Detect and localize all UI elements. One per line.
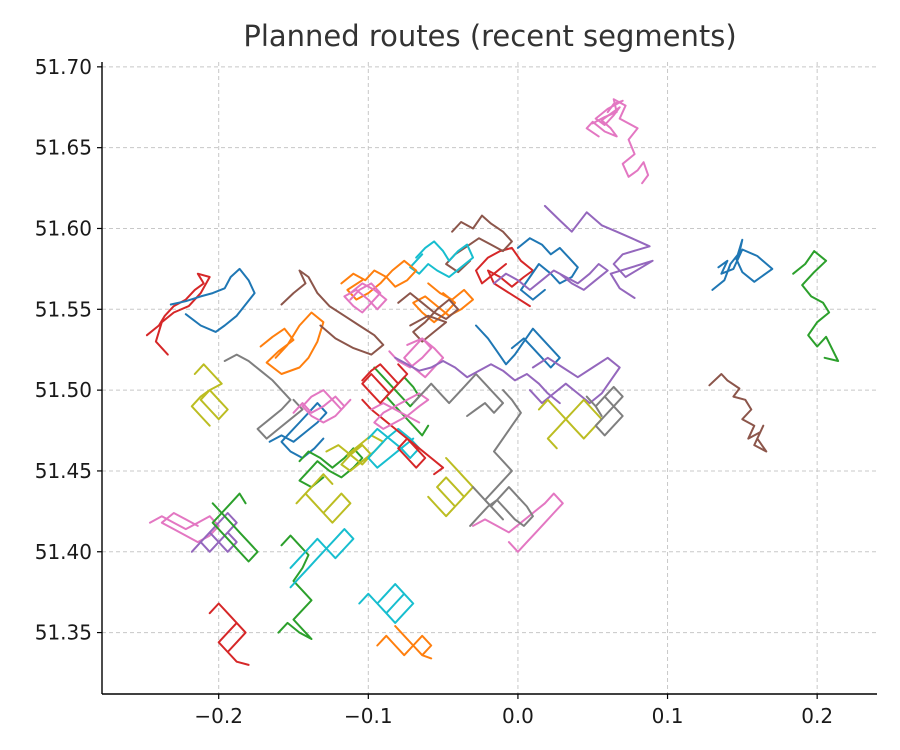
route-line-41: [469, 486, 534, 527]
route-line-24: [190, 363, 229, 427]
route-line-46: [289, 528, 355, 589]
y-tick-label: 51.60: [35, 216, 92, 240]
route-line-9: [259, 311, 325, 375]
route-line-1: [591, 98, 650, 185]
routes: [145, 98, 840, 666]
route-line-20: [388, 337, 445, 379]
route-line-11: [475, 246, 534, 308]
route-line-7: [145, 272, 211, 356]
route-line-15: [493, 263, 609, 291]
axes: −0.2 −0.1 0.0 0.1 0.2 51.35 51.40 51.45 51.50 51.…: [35, 55, 877, 728]
route-line-38: [585, 385, 624, 437]
route-line-40: [472, 492, 564, 553]
y-tick-label: 51.55: [35, 297, 92, 321]
route-line-36: [484, 389, 522, 521]
route-line-16: [340, 259, 418, 301]
route-line-21: [475, 324, 561, 369]
y-tick-label: 51.35: [35, 621, 92, 645]
route-line-23: [223, 353, 304, 440]
route-line-3: [711, 238, 774, 291]
route-line-49: [358, 583, 415, 624]
route-line-8: [169, 267, 256, 333]
x-tick-label: 0.2: [801, 704, 833, 728]
x-tick-label: −0.2: [194, 704, 243, 728]
route-line-45: [277, 534, 313, 640]
chart-title: Planned routes (recent segments): [243, 19, 736, 53]
route-line-39: [427, 457, 474, 518]
route-line-32: [370, 392, 430, 430]
route-line-6: [585, 99, 624, 138]
route-line-26: [292, 389, 352, 424]
route-line-48: [208, 602, 250, 666]
route-line-4: [792, 250, 840, 362]
route-line-33: [361, 363, 409, 405]
route-line-2: [543, 204, 654, 299]
route-line-43: [190, 512, 238, 553]
y-tick-label: 51.70: [35, 55, 92, 79]
route-line-35: [394, 356, 561, 405]
route-line-47: [295, 473, 352, 524]
y-tick-label: 51.50: [35, 378, 92, 402]
route-line-37: [537, 398, 603, 450]
y-tick-label: 51.40: [35, 540, 92, 564]
route-line-12: [445, 214, 513, 274]
route-line-50: [376, 625, 433, 660]
grid: [102, 62, 877, 694]
route-line-13: [409, 240, 474, 278]
x-tick-label: −0.1: [344, 704, 393, 728]
route-line-28: [325, 434, 385, 472]
route-line-17: [343, 282, 388, 314]
route-line-29: [367, 427, 421, 469]
route-line-19: [397, 292, 460, 343]
x-tick-label: 0.1: [652, 704, 684, 728]
route-line-14: [516, 237, 579, 301]
route-line-30: [361, 398, 445, 476]
route-line-10: [280, 269, 385, 356]
route-line-42: [148, 512, 220, 544]
y-tick-label: 51.45: [35, 459, 92, 483]
x-tick-label: 0.0: [502, 704, 534, 728]
y-tick-label: 51.65: [35, 136, 92, 160]
route-line-22: [528, 356, 621, 405]
route-line-44: [211, 492, 259, 563]
route-line-34: [412, 373, 504, 417]
route-line-5: [708, 373, 768, 453]
